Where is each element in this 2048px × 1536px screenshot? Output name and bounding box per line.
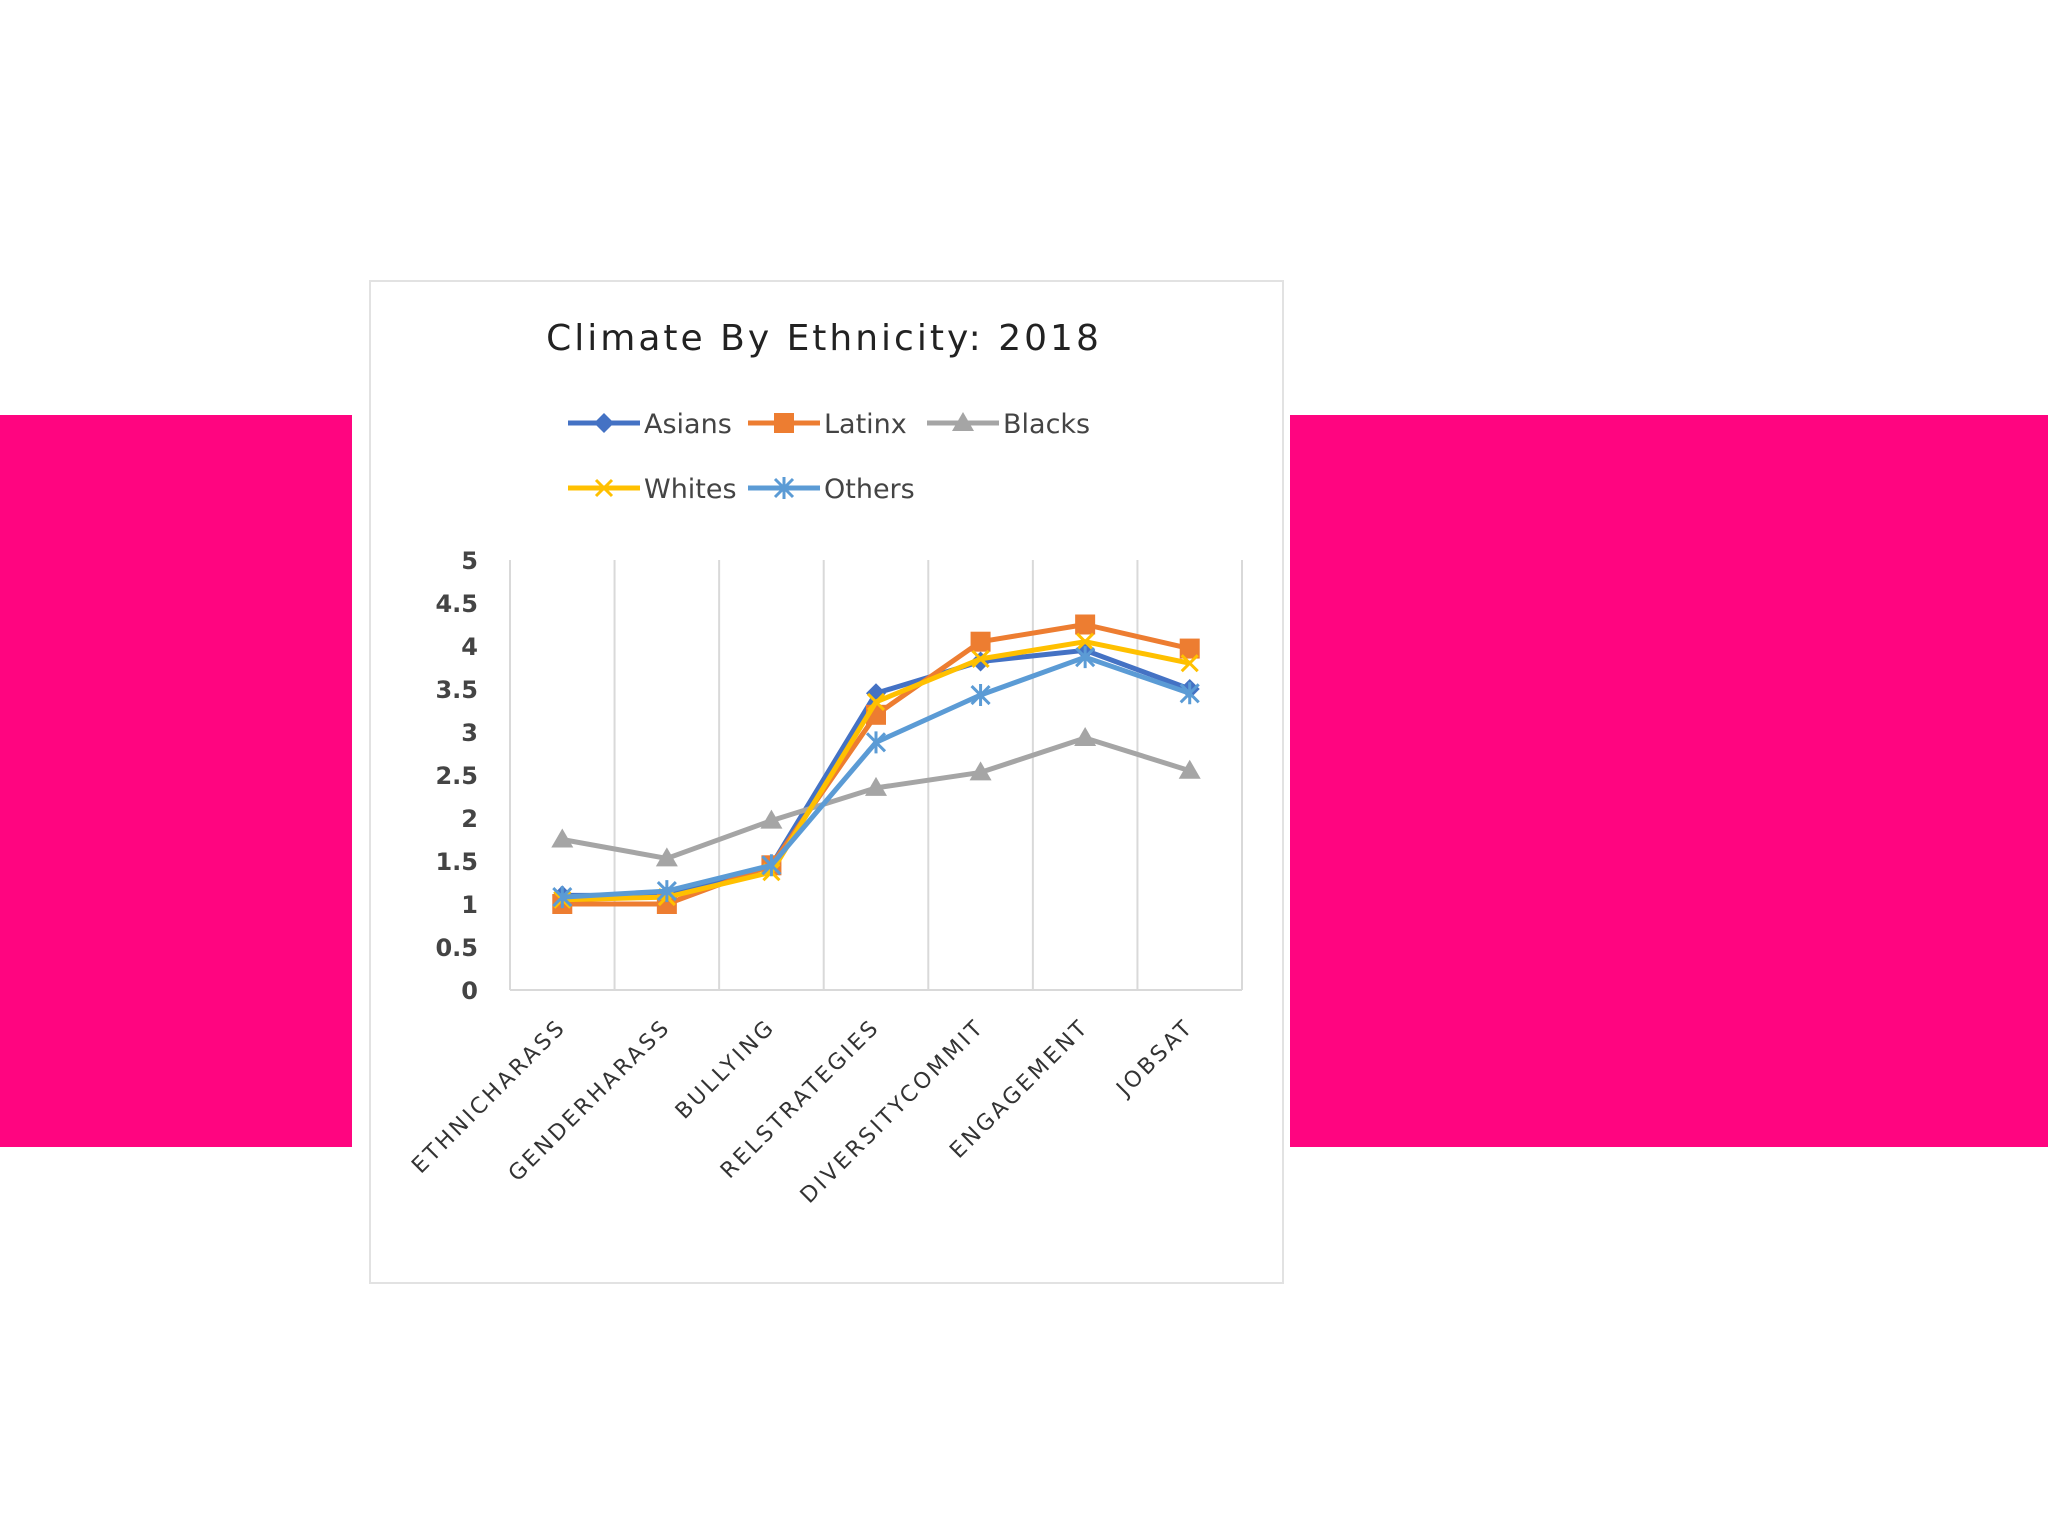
y-tick-label: 3 (461, 719, 478, 747)
series-line-whites (562, 639, 1191, 903)
legend-marker-latinx (774, 413, 794, 433)
data-point-blacks (865, 776, 887, 796)
data-point-blacks (760, 809, 783, 829)
data-point-blacks (551, 828, 574, 848)
data-point-latinx (970, 631, 991, 652)
data-point-whites (1076, 632, 1095, 651)
legend-label-others: Others (824, 474, 915, 505)
y-tick-label: 2.5 (435, 762, 478, 790)
data-point-others (656, 880, 677, 903)
data-point-blacks (969, 761, 992, 781)
y-tick-label: 0 (461, 977, 478, 1005)
series-blacks (551, 727, 1201, 867)
data-point-latinx (1075, 614, 1096, 635)
data-point-latinx (1179, 638, 1200, 659)
data-point-others (970, 684, 991, 707)
y-tick-label: 1.5 (435, 848, 478, 876)
x-tick-label: JOBSAT (1111, 1015, 1199, 1103)
series-line-blacks (561, 735, 1191, 861)
y-tick-label: 3.5 (435, 676, 478, 704)
y-tick-label: 5 (461, 547, 478, 575)
pink-band-left (0, 415, 352, 1147)
legend-item-whites: Whites (568, 474, 737, 505)
data-point-blacks (655, 847, 678, 867)
x-axis: ETHNICHARASSGENDERHARASSBULLYINGRELSTRAT… (407, 1015, 1199, 1209)
x-tick-label: DIVERSITYCOMMIT (796, 1015, 990, 1209)
y-tick-label: 4.5 (435, 590, 478, 618)
legend-marker-others (773, 477, 795, 499)
series-group (551, 614, 1201, 914)
data-point-whites (971, 649, 990, 668)
y-tick-label: 2 (461, 805, 478, 833)
data-point-others (1179, 682, 1200, 705)
legend-item-blacks: Blacks (927, 409, 1090, 440)
legend-label-asians: Asians (644, 409, 732, 440)
series-asians (552, 640, 1200, 906)
gridlines (509, 560, 1243, 991)
data-point-others (761, 854, 782, 877)
y-tick-label: 4 (461, 633, 478, 661)
chart-title: Climate By Ethnicity: 2018 (546, 318, 1102, 359)
legend: Asians Latinx Blacks Whites Others (568, 409, 1090, 505)
legend-marker-blacks (952, 412, 974, 431)
y-tick-label: 0.5 (435, 934, 478, 962)
data-point-whites (1180, 654, 1199, 673)
series-whites (553, 632, 1199, 909)
legend-marker-whites (594, 478, 614, 498)
legend-label-blacks: Blacks (1003, 409, 1090, 440)
data-point-blacks (1074, 727, 1097, 747)
legend-label-latinx: Latinx (824, 409, 907, 440)
legend-item-asians: Asians (568, 409, 732, 440)
data-point-others (552, 886, 573, 909)
legend-label-whites: Whites (644, 474, 737, 505)
data-point-others (1075, 646, 1096, 669)
data-point-others (865, 731, 887, 754)
x-tick-label: BULLYING (671, 1015, 781, 1125)
series-line-latinx (562, 622, 1191, 907)
y-axis: 0 0.5 1 1.5 2 2.5 3 3.5 4 4.5 5 (435, 547, 478, 1005)
legend-item-others: Others (748, 474, 915, 505)
legend-marker-asians (594, 413, 614, 433)
legend-item-latinx: Latinx (748, 409, 907, 440)
data-point-whites (866, 692, 886, 711)
data-point-blacks (1178, 759, 1201, 779)
y-tick-label: 1 (461, 891, 478, 919)
pink-band-right (1290, 415, 2048, 1147)
series-others (552, 646, 1200, 909)
